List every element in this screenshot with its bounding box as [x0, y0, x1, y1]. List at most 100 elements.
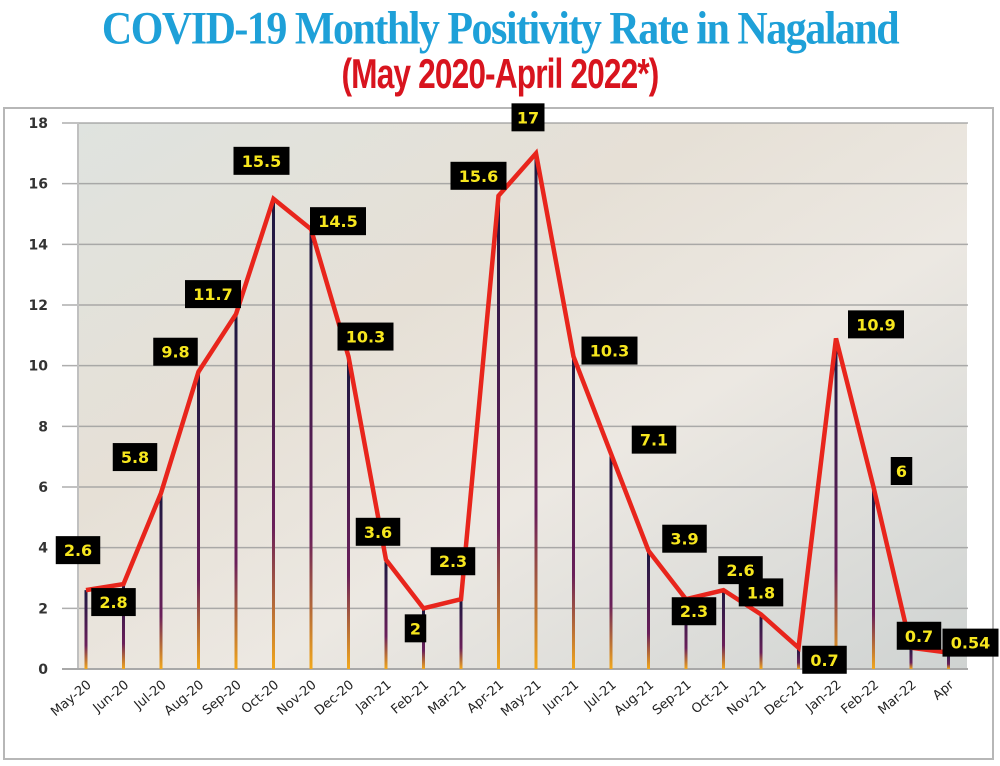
data-label-text: 10.3 — [346, 328, 385, 347]
y-tick-label: 4 — [38, 541, 48, 557]
data-label-box — [671, 597, 717, 626]
data-label-text: 0.7 — [810, 651, 838, 670]
data-label-text: 2.8 — [99, 593, 127, 612]
data-label-box — [450, 161, 507, 190]
drop-line — [497, 195, 500, 670]
x-tick-label: May-20 — [48, 678, 94, 720]
y-tick-label: 18 — [29, 116, 48, 132]
x-tick-label: Sep-20 — [200, 678, 245, 719]
data-label-text: 3.6 — [364, 523, 392, 542]
drop-line — [872, 487, 875, 669]
data-label-box — [310, 207, 366, 236]
data-label: 2.3 — [430, 547, 476, 576]
data-label-box — [942, 628, 999, 657]
data-label-text: 0.7 — [905, 627, 933, 646]
data-label: 15.5 — [233, 146, 290, 175]
drop-line — [834, 338, 838, 669]
data-label-text: 15.5 — [242, 152, 281, 171]
x-tick-label: Nov-21 — [724, 678, 769, 719]
drop-line — [122, 584, 125, 669]
data-label: 2 — [404, 614, 427, 643]
data-label: 2.3 — [671, 597, 717, 626]
x-tick-label: Jun-20 — [90, 678, 132, 717]
data-label-box — [511, 103, 545, 132]
drop-line — [272, 198, 275, 670]
y-tick-label: 14 — [29, 237, 49, 253]
drop-line — [197, 371, 200, 669]
drop-line — [797, 647, 800, 669]
x-tick-label: Mar-22 — [876, 678, 920, 718]
data-label-text: 11.7 — [193, 285, 232, 304]
x-tick-label: Aug-21 — [612, 678, 657, 719]
data-label-box — [802, 645, 847, 674]
x-tick-label: Dec-21 — [762, 678, 807, 719]
x-tick-label: Oct-20 — [239, 678, 282, 718]
drop-line — [947, 652, 950, 669]
data-label: 1.8 — [738, 578, 784, 607]
drop-line — [84, 590, 88, 669]
data-label: 10.3 — [337, 322, 394, 351]
data-label-text: 14.5 — [318, 212, 357, 231]
data-label: 2.8 — [91, 588, 136, 617]
data-label-box — [662, 524, 707, 553]
x-tick-label: May-21 — [498, 678, 544, 720]
data-label-box — [738, 578, 784, 607]
drop-line — [909, 647, 913, 669]
drop-line — [159, 493, 163, 669]
y-tick-label: 0 — [38, 662, 48, 678]
data-label: 10.9 — [848, 310, 904, 339]
drop-line — [459, 599, 463, 669]
data-label-box — [581, 336, 638, 365]
data-label: 10.3 — [581, 336, 638, 365]
drop-line — [572, 356, 575, 669]
drop-line — [309, 229, 313, 669]
data-label: 3.9 — [662, 524, 707, 553]
data-label-text: 17 — [517, 108, 539, 127]
data-label-text: 2 — [410, 619, 421, 638]
x-tick-label: Oct-21 — [689, 678, 732, 718]
chart-subtitle: (May 2020-April 2022*) — [341, 50, 660, 98]
drop-line — [534, 153, 538, 670]
data-label-text: 2.3 — [439, 552, 467, 571]
chart-title: COVID-19 Monthly Positivity Rate in Naga… — [101, 3, 900, 55]
data-label-box — [91, 588, 136, 617]
data-label: 0.7 — [896, 621, 942, 650]
x-tick-label: Aug-20 — [162, 678, 207, 719]
data-label-text: 6 — [896, 462, 907, 481]
data-label-box — [337, 322, 394, 351]
x-tick-label: Jan-22 — [803, 678, 845, 717]
data-label-box — [355, 517, 401, 546]
data-label-text: 3.9 — [670, 530, 698, 549]
data-label-box — [890, 457, 913, 485]
data-label-box — [848, 310, 904, 339]
drop-line — [609, 453, 613, 669]
drop-line — [684, 599, 688, 669]
data-label-box — [185, 280, 241, 309]
data-label-box — [112, 443, 158, 472]
data-label-box — [153, 337, 198, 366]
drop-line — [759, 614, 763, 669]
data-label-text: 2.6 — [64, 541, 92, 560]
data-label-text: 1.8 — [747, 583, 775, 602]
data-label-text: 2.6 — [726, 561, 754, 580]
data-label: 7.1 — [631, 425, 677, 454]
drop-line — [384, 559, 388, 669]
data-label: 5.8 — [112, 443, 158, 472]
data-label-text: 10.3 — [590, 342, 629, 361]
x-tick-label: Feb-21 — [389, 678, 433, 718]
data-label: 0.7 — [802, 645, 847, 674]
data-label: 11.7 — [185, 280, 241, 309]
drop-line — [722, 590, 725, 669]
y-tick-label: 16 — [29, 177, 48, 193]
x-tick-label: Jan-21 — [353, 678, 395, 717]
data-label-box — [233, 146, 290, 175]
y-tick-label: 8 — [38, 419, 48, 435]
data-label-box — [404, 614, 427, 643]
data-label: 14.5 — [310, 207, 366, 236]
series-line — [85, 148, 949, 655]
data-label: 9.8 — [153, 337, 198, 366]
x-tick-label: Feb-22 — [839, 678, 883, 718]
data-label-box — [896, 621, 942, 650]
data-label-box — [430, 547, 476, 576]
